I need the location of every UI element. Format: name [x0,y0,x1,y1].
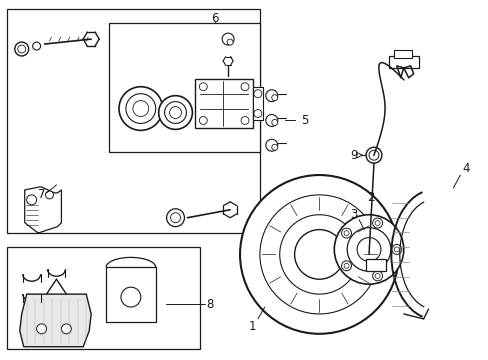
Circle shape [356,238,380,261]
Circle shape [18,45,26,53]
Circle shape [366,147,381,163]
Circle shape [271,120,277,125]
Text: 1: 1 [248,320,255,333]
Circle shape [341,228,351,238]
Circle shape [126,94,155,123]
Circle shape [393,247,399,252]
Circle shape [265,90,277,102]
Bar [195,79,252,129]
Text: 3: 3 [350,208,357,221]
Bar [109,23,259,152]
Circle shape [341,261,351,271]
Circle shape [259,195,378,314]
Circle shape [27,195,37,205]
Circle shape [372,218,382,228]
Polygon shape [20,294,91,347]
Circle shape [240,175,398,334]
Circle shape [271,95,277,100]
Circle shape [164,102,186,123]
Circle shape [374,273,379,278]
Circle shape [265,139,277,151]
Circle shape [15,42,29,56]
Text: 2: 2 [366,192,374,204]
Circle shape [253,90,262,98]
Circle shape [271,144,277,150]
Circle shape [253,109,262,117]
Circle shape [158,96,192,129]
Circle shape [133,100,148,117]
Circle shape [344,231,348,235]
Circle shape [170,213,180,223]
Circle shape [37,324,46,334]
Bar [106,267,155,322]
Circle shape [45,191,53,199]
Circle shape [199,117,207,125]
Text: 8: 8 [206,297,214,311]
Bar [388,56,418,68]
Circle shape [265,114,277,126]
Circle shape [226,39,233,45]
Bar [252,87,263,121]
Circle shape [119,87,163,130]
Circle shape [334,215,403,284]
Circle shape [346,228,390,271]
Bar [366,260,385,271]
Text: 6: 6 [211,12,219,25]
Text: 4: 4 [462,162,469,175]
Text: 7: 7 [38,188,45,201]
Circle shape [372,271,382,281]
Circle shape [241,83,248,91]
Circle shape [121,287,141,307]
Circle shape [33,42,41,50]
Bar [7,9,259,233]
Bar [393,50,411,58]
Text: 5: 5 [300,114,307,127]
Circle shape [294,230,344,279]
Bar [7,247,200,349]
Circle shape [61,324,71,334]
Circle shape [374,221,379,225]
Circle shape [279,215,358,294]
Circle shape [368,150,378,160]
Polygon shape [25,187,61,233]
Circle shape [166,209,184,227]
Circle shape [199,83,207,91]
Circle shape [391,244,401,255]
Circle shape [222,33,234,45]
Text: 9: 9 [350,149,357,162]
Circle shape [169,107,181,118]
Circle shape [344,263,348,268]
Circle shape [241,117,248,125]
